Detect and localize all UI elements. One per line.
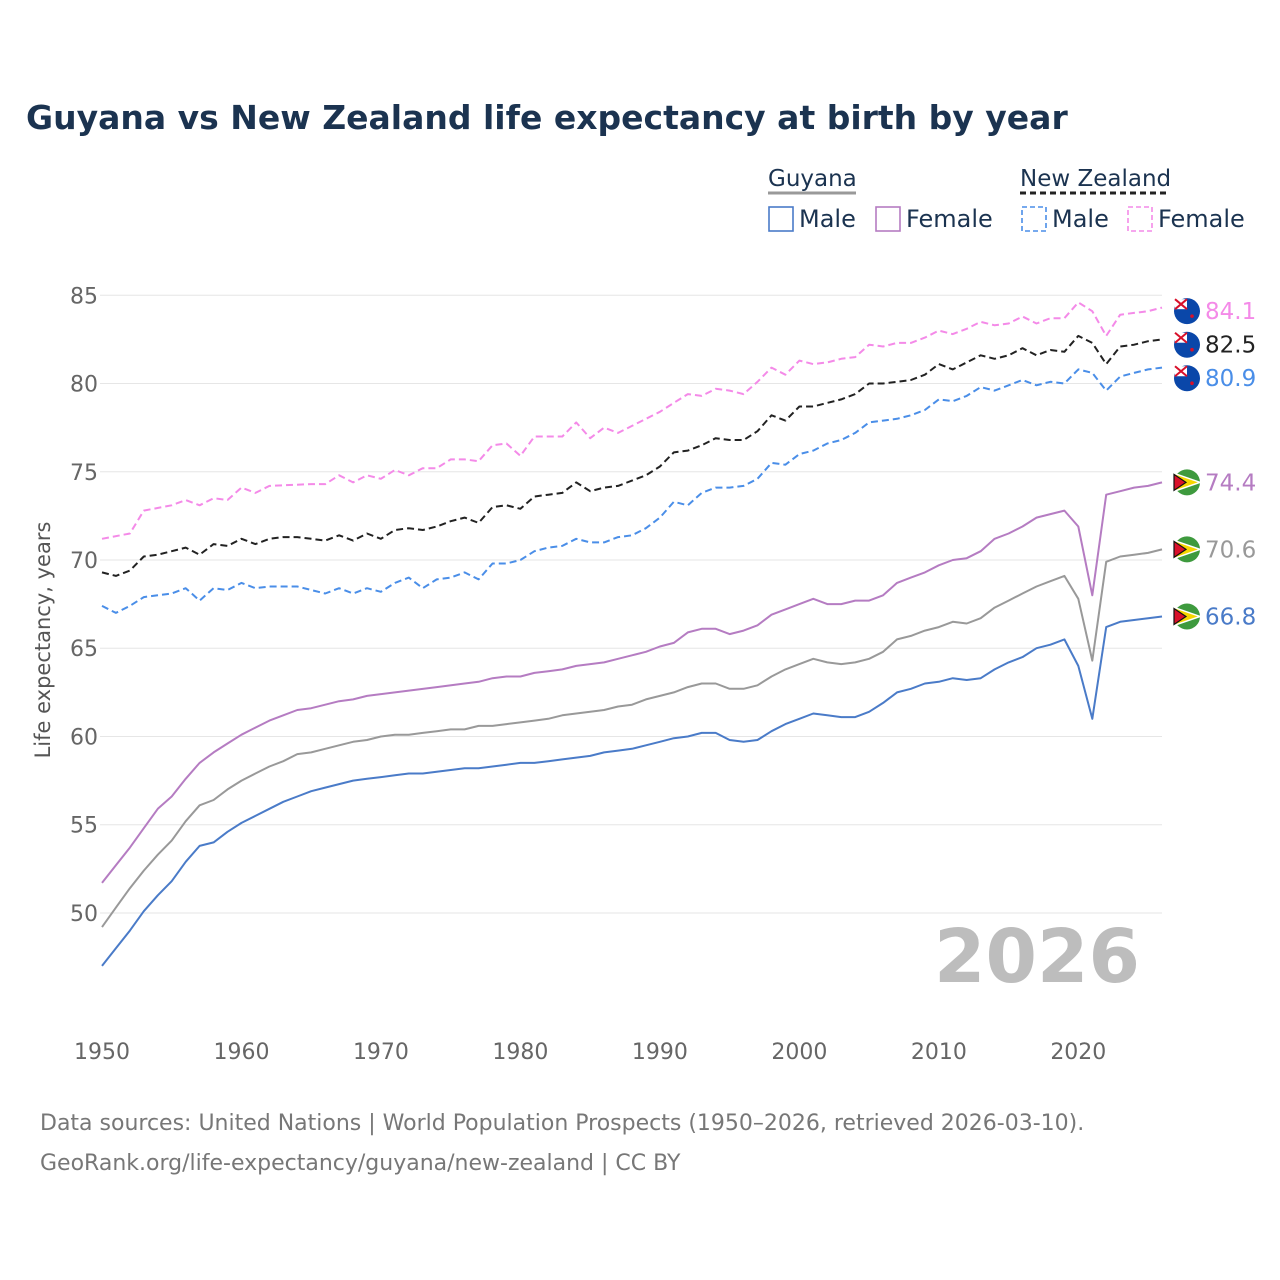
end-markers: 84.1 82.5 80.9 74.4 70.6 66.8: [1173, 298, 1256, 630]
legend-nz-heading: New Zealand: [1020, 166, 1171, 192]
series-line-new-zealand-female: [101, 301, 1163, 540]
southern-cross-star: [1190, 381, 1194, 386]
end-value-label: 82.5: [1205, 333, 1256, 359]
y-tick-label: 65: [70, 637, 98, 662]
y-tick-label: 60: [70, 725, 98, 750]
x-tick-label: 1970: [353, 1040, 409, 1065]
series-lines: [101, 301, 1163, 967]
union-jack-saltire: [1174, 365, 1188, 378]
end-marker-new-zealand-male: 80.9: [1174, 365, 1256, 392]
y-tick-label: 85: [70, 284, 98, 309]
legend-guyana-female-swatch: [875, 206, 901, 232]
legend-guyana-male-label: Male: [799, 205, 856, 233]
series-line-new-zealand-total: [101, 334, 1163, 577]
end-value-label: 70.6: [1205, 537, 1256, 563]
union-jack-saltire: [1174, 331, 1188, 344]
legend: Guyana New Zealand Male Female Male Fema…: [768, 166, 1245, 233]
x-tick-label: 1990: [632, 1040, 688, 1065]
x-tick-label: 2020: [1050, 1040, 1106, 1065]
x-tick-label: 2000: [771, 1040, 827, 1065]
chart-title: Guyana vs New Zealand life expectancy at…: [26, 98, 1068, 137]
end-marker-guyana-male: 66.8: [1173, 603, 1256, 630]
end-marker-new-zealand-female: 84.1: [1174, 298, 1256, 325]
legend-nz-male-swatch: [1021, 206, 1047, 232]
end-value-label: 74.4: [1205, 470, 1256, 496]
end-marker-new-zealand-total: 82.5: [1174, 331, 1256, 359]
red-triangle: [1173, 540, 1188, 559]
source-line-2: GeoRank.org/life-expectancy/guyana/new-z…: [40, 1151, 681, 1176]
legend-nz-female-label: Female: [1158, 205, 1245, 233]
series-line-guyana-female: [101, 481, 1163, 884]
y-tick-label: 70: [70, 549, 98, 574]
union-jack-saltire: [1174, 298, 1188, 310]
x-tick-label: 1950: [74, 1040, 130, 1065]
southern-cross-star: [1190, 314, 1194, 318]
x-tick-label: 2010: [911, 1040, 967, 1065]
x-axis-ticks: 1950 1960 1970 1980 1990 2000 2010 2020: [74, 1040, 1106, 1065]
legend-guyana-male-swatch: [768, 206, 794, 232]
end-marker-guyana-total: 70.6: [1173, 536, 1256, 563]
red-triangle: [1173, 607, 1188, 626]
end-value-label: 84.1: [1205, 299, 1256, 325]
series-line-guyana-total: [101, 548, 1163, 928]
legend-nz-female-swatch: [1127, 206, 1153, 232]
legend-guyana-female-label: Female: [906, 205, 993, 233]
y-tick-label: 55: [70, 814, 98, 839]
end-value-label: 80.9: [1205, 366, 1256, 392]
series-line-new-zealand-male: [101, 366, 1163, 614]
end-marker-guyana-female: 74.4: [1173, 469, 1256, 496]
x-tick-label: 1960: [213, 1040, 269, 1065]
current-year-watermark: 2026: [934, 914, 1140, 1000]
southern-cross-star: [1190, 347, 1194, 352]
legend-nz-male-label: Male: [1052, 205, 1109, 233]
y-tick-label: 50: [70, 902, 98, 927]
gridlines: [100, 294, 1162, 914]
legend-guyana-heading: Guyana: [768, 166, 857, 192]
red-triangle: [1173, 473, 1188, 492]
x-tick-label: 1980: [492, 1040, 548, 1065]
source-line-1: Data sources: United Nations | World Pop…: [40, 1111, 1084, 1136]
series-line-guyana-male: [101, 615, 1163, 967]
y-tick-label: 75: [70, 461, 98, 486]
y-tick-label: 80: [70, 373, 98, 398]
end-value-label: 66.8: [1205, 604, 1256, 630]
y-axis-label: Life expectancy, years: [31, 522, 55, 759]
y-axis-ticks: 50 55 60 65 70 75 80 85: [70, 284, 98, 927]
